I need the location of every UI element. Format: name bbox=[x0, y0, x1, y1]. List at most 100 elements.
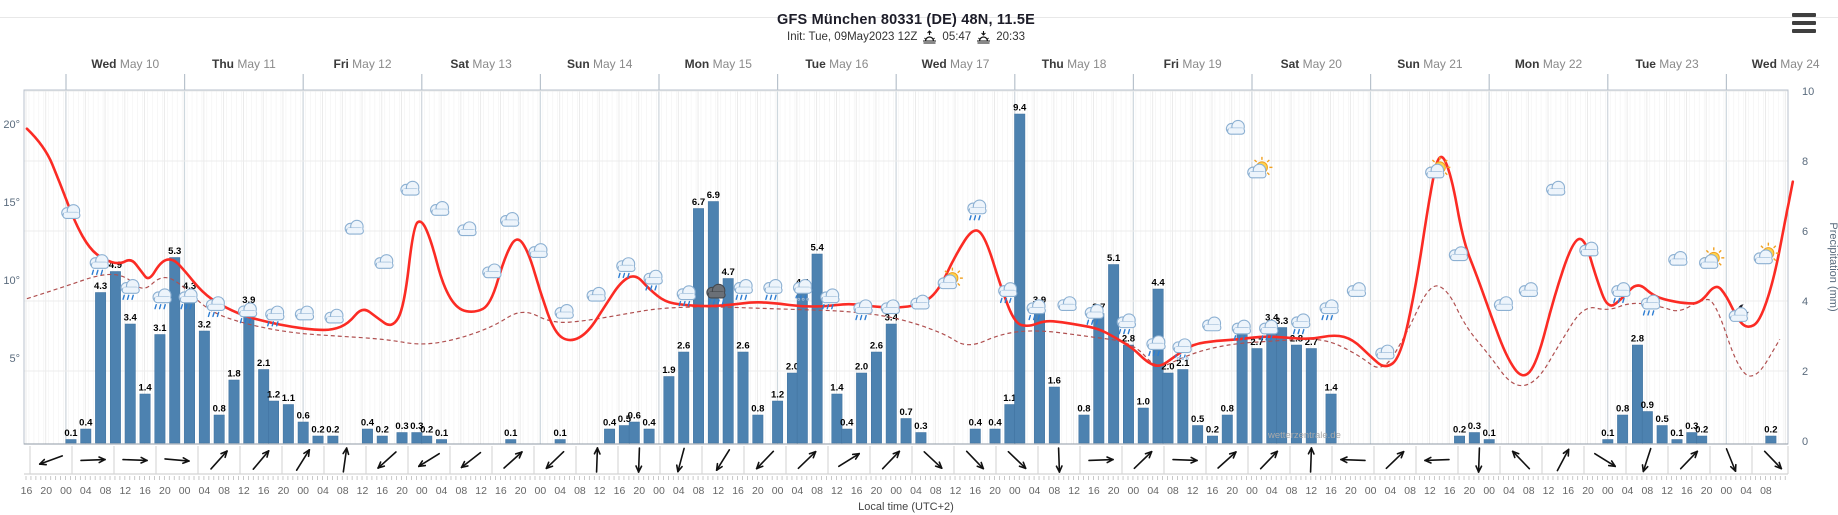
precip-bar-value: 0.5 bbox=[1656, 414, 1670, 425]
precip-bar bbox=[1641, 411, 1653, 444]
precip-bars: 0.10.44.34.93.41.43.15.34.33.20.81.83.92… bbox=[64, 103, 1777, 444]
precip-bar-value: 0.2 bbox=[376, 425, 389, 436]
precip-bar-value: 0.7 bbox=[899, 407, 912, 418]
precip-bar-value: 0.3 bbox=[914, 421, 927, 432]
hour-label: 08 bbox=[337, 485, 349, 497]
precip-bar bbox=[1207, 435, 1218, 444]
hour-label: 08 bbox=[930, 485, 942, 497]
hour-label: 00 bbox=[890, 485, 902, 497]
sunset-time: 20:33 bbox=[996, 31, 1025, 43]
day-label: Sat May 20 bbox=[1281, 57, 1343, 71]
precip-bar bbox=[786, 372, 798, 444]
cloud-icon bbox=[1518, 282, 1539, 297]
hour-label: 12 bbox=[238, 485, 250, 497]
weather-icons bbox=[61, 119, 1779, 360]
precip-bar bbox=[1325, 393, 1337, 444]
precip-bar-value: 0.8 bbox=[1221, 404, 1234, 415]
rain-icon bbox=[1116, 313, 1137, 335]
precip-bar-value: 0.3 bbox=[1685, 421, 1698, 432]
hour-label: 20 bbox=[633, 485, 645, 497]
precip-bar bbox=[707, 201, 719, 444]
precip-bar-value: 0.6 bbox=[297, 411, 310, 422]
sun-cloud-icon bbox=[1247, 156, 1273, 179]
precip-bar-value: 5.1 bbox=[1107, 253, 1121, 264]
precip-bar bbox=[1291, 344, 1302, 444]
wind-arrow-icon bbox=[881, 450, 901, 470]
rain-icon bbox=[676, 285, 697, 307]
rain-icon bbox=[1640, 294, 1661, 316]
wind-row bbox=[24, 446, 1789, 475]
precip-bar bbox=[989, 428, 1001, 444]
hour-label: 00 bbox=[416, 485, 428, 497]
day-label: Wed May 10 bbox=[91, 57, 159, 71]
rain-icon bbox=[1611, 282, 1631, 304]
precip-bar bbox=[1454, 435, 1465, 444]
hour-label: 16 bbox=[258, 485, 270, 497]
hour-label: 16 bbox=[1444, 485, 1456, 497]
hour-label: 00 bbox=[772, 485, 784, 497]
precip-bar-value: 1.2 bbox=[771, 390, 784, 401]
wind-arrow-icon bbox=[1475, 447, 1483, 473]
hour-label: 00 bbox=[179, 485, 191, 497]
precip-bar bbox=[154, 334, 166, 444]
hour-label: 12 bbox=[950, 485, 962, 497]
hour-label: 20 bbox=[396, 485, 408, 497]
hour-label: 08 bbox=[811, 485, 823, 497]
sunrise-icon bbox=[923, 30, 937, 44]
precip-bar-value: 0.4 bbox=[643, 418, 657, 429]
day-label: Tue May 23 bbox=[1636, 57, 1699, 71]
precip-bar bbox=[1696, 435, 1708, 444]
precip-bar-value: 0.5 bbox=[1191, 414, 1205, 425]
hour-label: 16 bbox=[1088, 485, 1100, 497]
precip-bar-value: 0.4 bbox=[79, 418, 93, 429]
rain-icon bbox=[643, 269, 663, 291]
rain-icon bbox=[1259, 319, 1279, 341]
hour-label: 00 bbox=[535, 485, 547, 497]
cloud-icon bbox=[457, 221, 477, 237]
precip-bar-value: 2.1 bbox=[257, 358, 271, 369]
precip-bar-value: 3.4 bbox=[124, 313, 138, 324]
hour-label: 16 bbox=[1207, 485, 1219, 497]
precip-bar-value: 3.3 bbox=[1275, 316, 1288, 327]
precip-bar bbox=[1034, 306, 1045, 444]
precip-bar-value: 0.1 bbox=[1601, 428, 1615, 439]
cloud-icon bbox=[1579, 241, 1599, 257]
precip-bar bbox=[678, 351, 690, 444]
wind-arrow-icon bbox=[1307, 447, 1315, 473]
precip-bar bbox=[1014, 113, 1026, 444]
cloud-icon bbox=[528, 243, 548, 258]
precip-bar bbox=[184, 292, 195, 444]
cloud-icon bbox=[1346, 282, 1367, 297]
wind-arrow-icon bbox=[675, 447, 685, 473]
precip-bar bbox=[258, 369, 270, 444]
hour-label: 08 bbox=[218, 485, 230, 497]
hour-label: 20 bbox=[1226, 485, 1238, 497]
precip-bar-value: 0.3 bbox=[395, 421, 408, 432]
moon-cloud-icon bbox=[1728, 303, 1751, 322]
precip-bar bbox=[1656, 425, 1668, 444]
hour-label: 00 bbox=[1246, 485, 1258, 497]
hour-label: 20 bbox=[871, 485, 883, 497]
precip-bar bbox=[831, 393, 843, 444]
wind-arrow-icon bbox=[460, 451, 482, 469]
cloud-icon bbox=[1546, 180, 1566, 196]
precip-bar-value: 0.1 bbox=[64, 428, 78, 439]
rain-icon bbox=[1146, 335, 1166, 357]
menu-hamburger-icon[interactable] bbox=[1792, 13, 1816, 33]
hour-label: 08 bbox=[574, 485, 586, 497]
hour-label: 08 bbox=[1404, 485, 1416, 497]
sun-cloud-icon bbox=[1425, 156, 1451, 179]
cloud-icon bbox=[1375, 344, 1395, 360]
precip-bar-value: 0.4 bbox=[969, 418, 983, 429]
precip-bar bbox=[1251, 348, 1263, 444]
hour-label: 20 bbox=[1108, 485, 1120, 497]
rain-icon bbox=[265, 305, 285, 327]
cloud-icon bbox=[482, 263, 502, 279]
hour-label: 16 bbox=[732, 485, 744, 497]
precip-bar bbox=[228, 379, 240, 444]
precip-bar-value: 0.1 bbox=[1483, 428, 1497, 439]
precip-bar-value: 0.2 bbox=[1453, 425, 1466, 436]
rain-icon bbox=[1291, 313, 1311, 335]
hour-label: 12 bbox=[119, 485, 131, 497]
